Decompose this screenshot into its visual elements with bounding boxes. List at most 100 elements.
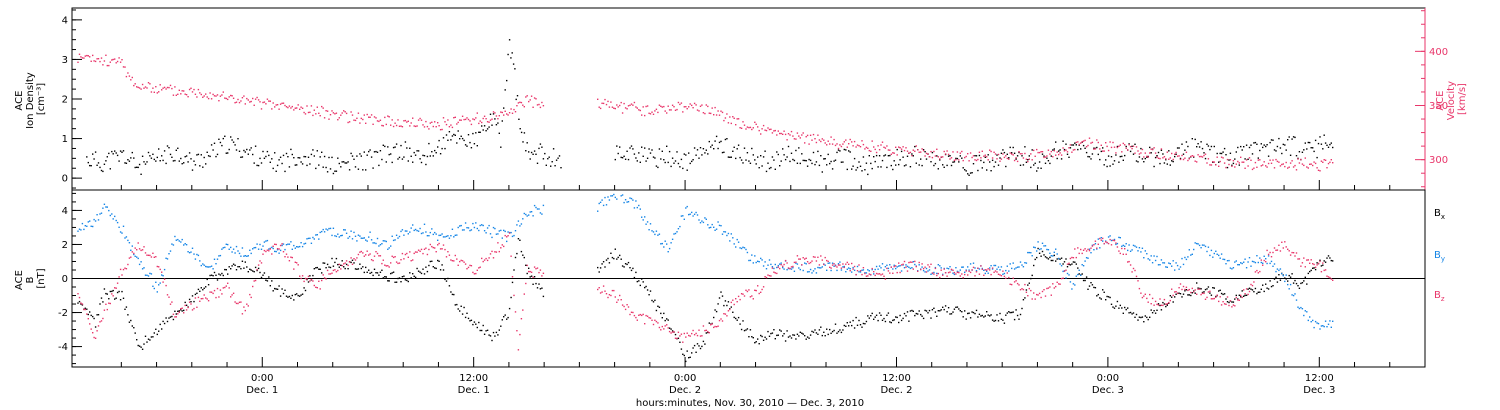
- data-point: [172, 244, 175, 246]
- data-point: [497, 242, 499, 244]
- data-point: [1078, 143, 1080, 146]
- data-point: [1131, 313, 1133, 315]
- data-point: [498, 115, 500, 117]
- data-point: [100, 212, 103, 214]
- data-point: [103, 288, 106, 290]
- data-point: [205, 297, 207, 299]
- data-point: [999, 157, 1001, 159]
- data-point: [495, 331, 498, 334]
- data-point: [93, 218, 95, 221]
- y-tick-label: 2: [62, 240, 68, 251]
- data-point: [513, 234, 515, 237]
- data-point: [401, 252, 404, 255]
- data-point: [486, 227, 489, 229]
- data-point: [829, 266, 831, 268]
- data-point: [381, 243, 383, 245]
- data-point: [1053, 150, 1055, 152]
- data-point: [881, 141, 884, 143]
- data-point: [815, 260, 818, 262]
- data-point: [232, 97, 235, 99]
- data-point: [1115, 152, 1117, 154]
- data-point: [323, 155, 326, 158]
- data-point: [376, 252, 379, 255]
- data-point: [522, 254, 524, 256]
- data-point: [459, 260, 461, 263]
- data-point: [856, 270, 859, 272]
- data-point: [755, 123, 757, 125]
- data-point: [1084, 279, 1086, 282]
- data-point: [871, 312, 873, 315]
- data-point: [356, 257, 358, 259]
- data-point: [843, 266, 845, 269]
- data-point: [1153, 304, 1155, 306]
- data-point: [611, 195, 614, 197]
- data-point: [1160, 259, 1163, 261]
- data-point: [1080, 142, 1082, 144]
- data-point: [718, 224, 721, 227]
- data-point: [218, 296, 220, 298]
- data-point: [1041, 242, 1044, 244]
- data-point: [1291, 273, 1293, 275]
- data-point: [627, 158, 630, 161]
- top-panel-time-ticks: [120, 180, 1391, 190]
- data-point: [1118, 307, 1120, 309]
- data-point: [893, 264, 895, 266]
- data-point: [1326, 167, 1328, 169]
- data-point: [677, 101, 680, 104]
- data-point: [994, 161, 997, 163]
- data-point: [695, 104, 697, 106]
- data-point: [1326, 144, 1328, 146]
- data-point: [1074, 284, 1076, 286]
- data-point: [1222, 293, 1224, 296]
- data-point: [240, 156, 242, 158]
- data-point: [1124, 144, 1126, 146]
- data-point: [486, 121, 489, 123]
- data-point: [500, 247, 502, 249]
- data-point: [1194, 289, 1196, 291]
- data-point: [191, 169, 194, 171]
- data-point: [1096, 146, 1098, 149]
- data-point: [784, 340, 787, 342]
- data-point: [453, 260, 455, 262]
- data-point: [1245, 267, 1248, 269]
- data-point: [274, 106, 276, 108]
- data-point: [416, 267, 418, 270]
- data-point: [388, 153, 390, 156]
- data-point: [689, 335, 691, 337]
- data-point: [991, 319, 994, 321]
- data-point: [1096, 248, 1098, 250]
- data-point: [952, 272, 954, 274]
- data-point: [939, 276, 941, 279]
- data-point: [754, 342, 756, 344]
- data-point: [820, 326, 822, 328]
- data-point: [809, 268, 812, 271]
- data-point: [1284, 277, 1286, 279]
- data-point: [786, 139, 788, 141]
- data-point: [1244, 293, 1246, 295]
- data-point: [209, 291, 211, 293]
- data-point: [811, 330, 813, 333]
- data-point: [1273, 263, 1276, 265]
- data-point: [290, 256, 292, 258]
- data-point: [224, 286, 226, 289]
- data-point: [668, 109, 671, 111]
- data-point: [450, 139, 452, 141]
- data-point: [158, 266, 160, 268]
- data-point: [296, 293, 298, 295]
- data-point: [331, 272, 333, 274]
- data-point: [412, 273, 414, 275]
- x-tick-day-label: Dec. 2: [880, 385, 912, 396]
- data-point: [774, 129, 776, 132]
- data-point: [1254, 161, 1257, 164]
- data-point: [1313, 150, 1315, 153]
- data-point: [225, 285, 227, 287]
- data-point: [899, 265, 901, 267]
- data-point: [538, 147, 540, 150]
- data-point: [1243, 289, 1245, 291]
- data-point: [1193, 290, 1195, 292]
- data-point: [153, 332, 155, 334]
- data-point: [301, 163, 304, 165]
- data-point: [730, 156, 732, 158]
- data-point: [936, 274, 938, 277]
